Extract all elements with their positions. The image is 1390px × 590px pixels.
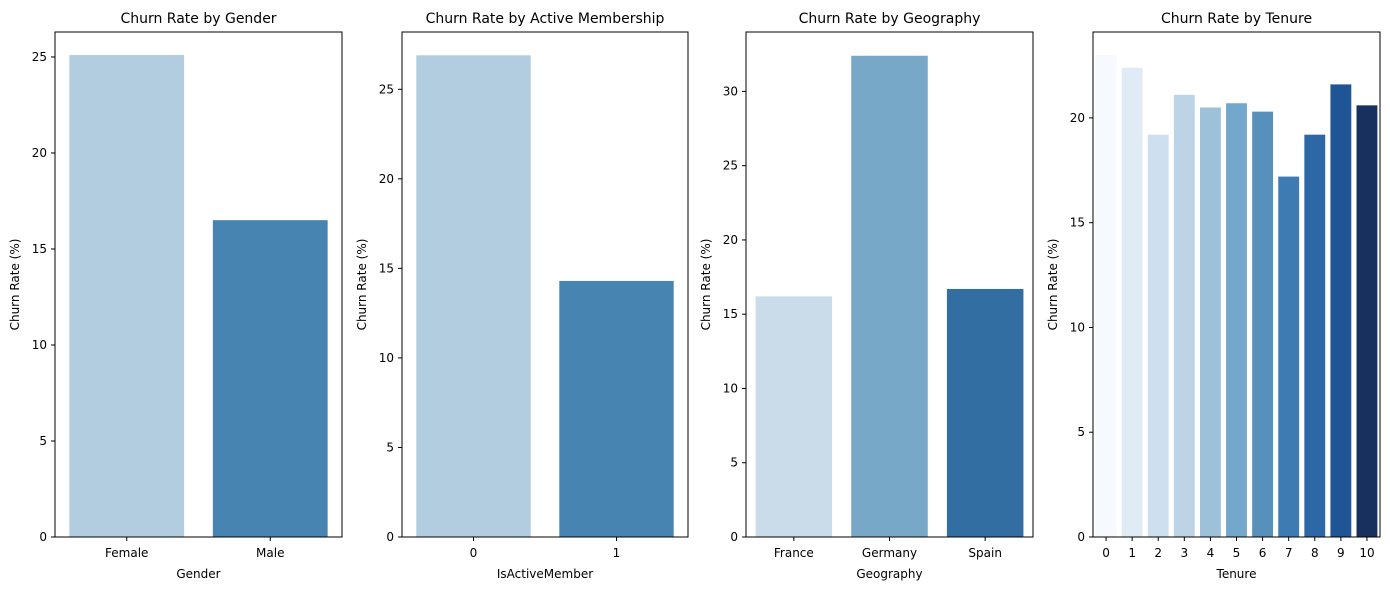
bar-France (755, 296, 833, 537)
x-tick-label: France (774, 546, 814, 560)
bar-10 (1356, 105, 1378, 537)
y-axis-label: Churn Rate (%) (355, 239, 369, 331)
y-tick-label: 15 (723, 307, 738, 321)
y-tick-label: 10 (1070, 320, 1085, 334)
chart-title: Churn Rate by Gender (120, 11, 276, 27)
x-axis-label: IsActiveMember (497, 567, 593, 581)
plot-frame (54, 31, 343, 538)
bar-4 (1199, 107, 1221, 537)
y-tick-label: 5 (386, 440, 394, 454)
bar-Germany (851, 55, 928, 537)
x-tick-label: 6 (1259, 546, 1267, 560)
y-tick-label: 15 (1070, 216, 1085, 230)
chart-panel-2: 0 5 10 15 20 25 0 1 Churn Rate by Active Members… (355, 11, 689, 581)
x-tick-label: Spain (968, 546, 1002, 560)
x-tick-label: Female (105, 546, 148, 560)
x-tick-label: 0 (1102, 546, 1110, 560)
y-tick-label: 5 (1077, 425, 1085, 439)
y-tick-label: 15 (32, 242, 47, 256)
bar-Male (212, 220, 328, 538)
plot-frame (401, 31, 689, 538)
bar-Spain (946, 288, 1024, 537)
bar-7 (1278, 176, 1300, 537)
y-tick-label: 25 (379, 82, 394, 96)
y-axis-label: Churn Rate (%) (699, 239, 713, 331)
y-axis-label: Churn Rate (%) (1046, 239, 1060, 331)
x-tick-label: 0 (470, 546, 478, 560)
x-tick-label: Male (256, 546, 284, 560)
bar-0 (416, 55, 531, 537)
x-axis-label: Gender (176, 567, 220, 581)
bar-6 (1252, 111, 1274, 537)
y-tick-label: 15 (379, 261, 394, 275)
x-tick-label: 1 (1128, 546, 1136, 560)
bar-3 (1173, 94, 1195, 538)
bar-1 (559, 280, 674, 537)
y-tick-label: 20 (723, 233, 738, 247)
bar-5 (1226, 103, 1247, 538)
bar-0 (1095, 55, 1117, 538)
x-tick-label: 2 (1154, 546, 1162, 560)
y-tick-label: 10 (379, 351, 394, 365)
y-tick-label: 5 (730, 456, 738, 470)
chart-panel-1: 0 5 10 15 20 25 Female Male Churn Rate by Gender… (8, 11, 343, 581)
x-axis-label: Geography (856, 567, 922, 581)
chart-panel-3: 0 5 10 15 20 25 30 France Germany Spain Churn Rate… (699, 11, 1034, 581)
bar-1 (1121, 67, 1143, 538)
bar-9 (1330, 84, 1352, 537)
x-tick-label: 10 (1359, 546, 1374, 560)
x-tick-label: 9 (1337, 546, 1345, 560)
x-tick-label: 4 (1207, 546, 1215, 560)
x-tick-label: Germany (862, 546, 917, 560)
y-tick-label: 10 (32, 338, 47, 352)
bar-8 (1304, 134, 1326, 537)
x-axis-label: Tenure (1216, 567, 1257, 581)
y-tick-label: 20 (1070, 111, 1085, 125)
y-axis-label: Churn Rate (%) (8, 239, 22, 331)
x-tick-label: 5 (1233, 546, 1241, 560)
chart-title: Churn Rate by Active Membership (426, 11, 665, 27)
y-tick-label: 0 (730, 530, 738, 544)
y-tick-label: 10 (723, 381, 738, 395)
x-tick-label: 7 (1285, 546, 1293, 560)
chart-panel-4: 0 5 10 15 20 0 1 2 3 4 5 6 7 8 9 10 Churn Rate by Tenure… (1046, 11, 1381, 581)
y-tick-label: 0 (39, 530, 47, 544)
y-tick-label: 30 (723, 84, 738, 98)
bar-2 (1147, 134, 1169, 537)
x-tick-label: 8 (1311, 546, 1319, 560)
chart-title: Churn Rate by Tenure (1161, 11, 1312, 27)
y-tick-label: 0 (386, 530, 394, 544)
y-tick-label: 25 (32, 50, 47, 64)
chart-title: Churn Rate by Geography (799, 11, 981, 27)
y-tick-label: 25 (723, 159, 738, 173)
y-tick-label: 20 (32, 146, 47, 160)
y-tick-label: 20 (379, 172, 394, 186)
y-tick-label: 5 (39, 434, 47, 448)
y-tick-label: 0 (1077, 530, 1085, 544)
x-tick-label: 3 (1180, 546, 1188, 560)
x-tick-label: 1 (613, 546, 621, 560)
bar-Female (69, 55, 185, 537)
